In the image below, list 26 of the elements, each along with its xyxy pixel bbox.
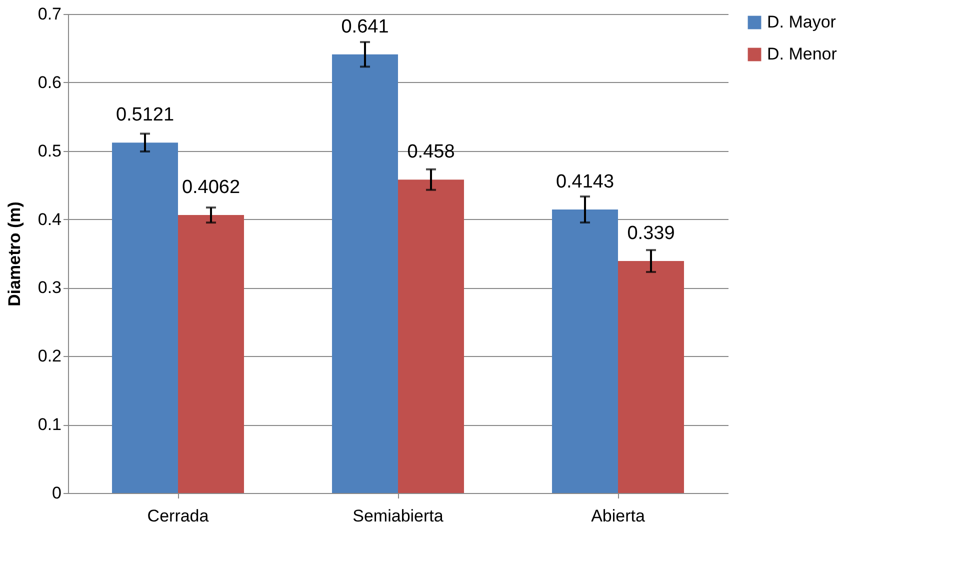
- bar: [178, 215, 244, 493]
- y-tick-label: 0.1: [38, 415, 62, 434]
- data-label: 0.641: [341, 16, 389, 38]
- y-tick-label: 0: [52, 484, 62, 502]
- bar: [398, 180, 464, 493]
- x-tick-label: Semiabierta: [352, 506, 444, 526]
- data-label: 0.339: [627, 223, 675, 244]
- y-tick-label: 0.3: [38, 278, 62, 298]
- y-tick-label: 0.5: [38, 141, 62, 160]
- y-tick-label: 0.4: [38, 210, 62, 229]
- y-tick-label: 0.6: [38, 72, 62, 92]
- legend-label: D. Menor: [767, 44, 838, 64]
- bar: [618, 261, 684, 493]
- y-tick-label: 0.7: [38, 4, 62, 24]
- data-label: 0.4062: [182, 177, 240, 198]
- bar: [552, 210, 618, 493]
- legend-label: D. Mayor: [767, 12, 836, 32]
- y-tick-label: 0.2: [38, 346, 62, 366]
- bar: [332, 54, 398, 493]
- x-tick-label: Abierta: [591, 506, 646, 526]
- y-axis-title: Diametro (m): [4, 202, 24, 306]
- data-label: 0.4143: [556, 172, 614, 192]
- bar: [112, 142, 178, 493]
- x-tick-label: Cerrada: [147, 506, 210, 526]
- data-label: 0.458: [407, 142, 455, 163]
- data-label: 0.5121: [116, 104, 174, 126]
